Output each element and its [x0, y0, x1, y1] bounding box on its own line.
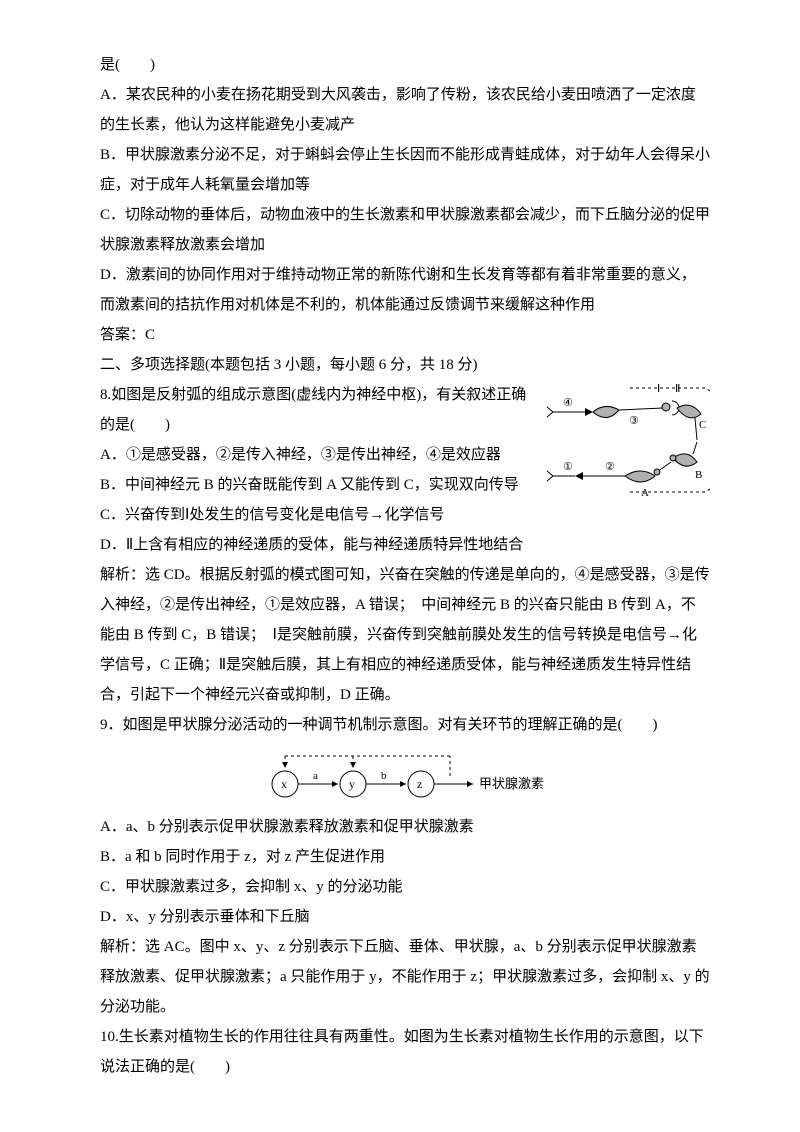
- q9-label-a: a: [313, 770, 318, 782]
- q7-option-d: D．激素间的协同作用对于维持动物正常的新陈代谢和生长发育等都有着非常重要的意义，…: [100, 260, 710, 320]
- q9-label-end: 甲状腺激素: [479, 776, 544, 791]
- q7-option-b: B．甲状腺激素分泌不足，对于蝌蚪会停止生长因而不能形成青蛙成体，对于幼年人会得呆…: [100, 140, 710, 200]
- q9-label-y: y: [349, 777, 355, 791]
- q7-answer: 答案：C: [100, 320, 710, 350]
- q9-label-z: z: [417, 777, 422, 791]
- q9-analysis: 解析：选 AC。图中 x、y、z 分别表示下丘脑、垂体、甲状腺，a、b 分别表示…: [100, 932, 710, 1022]
- q9-label-x: x: [281, 777, 287, 791]
- q9-option-a: A．a、b 分别表示促甲状腺激素释放激素和促甲状腺激素: [100, 812, 710, 842]
- q8-option-a: A．①是感受器，②是传入神经，③是传出神经，④是效应器: [100, 440, 710, 470]
- q7-option-c: C．切除动物的垂体后，动物血液中的生长激素和甲状腺激素都会减少，而下丘脑分泌的促…: [100, 200, 710, 260]
- section2-heading: 二、多项选择题(本题包括 3 小题，每小题 6 分，共 18 分): [100, 350, 710, 380]
- q7-header-partial: 是( ): [100, 50, 710, 80]
- q9-option-c: C．甲状腺激素过多，会抑制 x、y 的分泌功能: [100, 872, 710, 902]
- q7-option-a: A．某农民种的小麦在扬花期受到大风袭击，影响了传粉，该农民给小麦田喷洒了一定浓度…: [100, 80, 710, 140]
- q8-option-b: B．中间神经元 B 的兴奋既能传到 A 又能传到 C，实现双向传导: [100, 470, 710, 500]
- q9-label-b: b: [381, 770, 387, 782]
- q9-thyroid-diagram: x a y b z 甲状腺激素: [245, 746, 565, 806]
- q9-option-b: B．a 和 b 同时作用于 z，对 z 产生促进作用: [100, 842, 710, 872]
- q8-stem: 8.如图是反射弧的组成示意图(虚线内为神经中枢)，有关叙述正确的是( ): [100, 380, 710, 440]
- q8-option-d: D．Ⅱ上含有相应的神经递质的受体，能与神经递质特异性地结合: [100, 530, 710, 560]
- q8-option-c: C．兴奋传到Ⅰ处发生的信号变化是电信号→化学信号: [100, 500, 710, 530]
- q10-stem: 10.生长素对植物生长的作用往往具有两重性。如图为生长素对植物生长作用的示意图，…: [100, 1022, 710, 1082]
- q9-stem: 9．如图是甲状腺分泌活动的一种调节机制示意图。对有关环节的理解正确的是( ): [100, 710, 710, 740]
- q9-option-d: D．x、y 分别表示垂体和下丘脑: [100, 902, 710, 932]
- q8-analysis: 解析：选 CD。根据反射弧的模式图可知，兴奋在突触的传递是单向的，④是感受器，③…: [100, 560, 710, 710]
